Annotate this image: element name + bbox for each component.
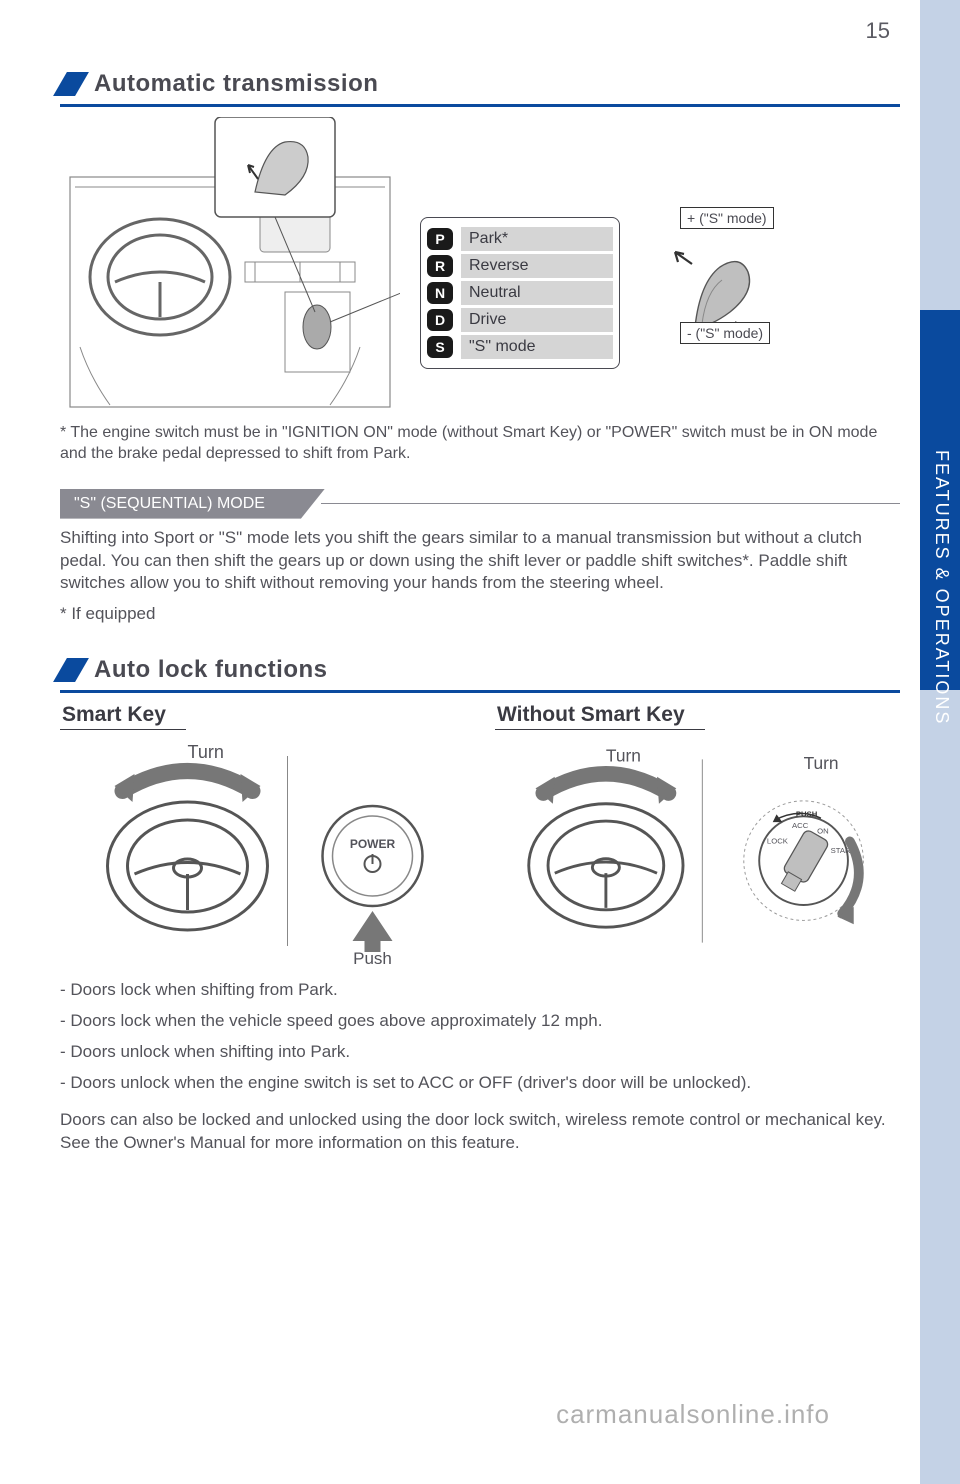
plus-mode-label: + ("S" mode) — [680, 207, 774, 229]
section2-title: Auto lock functions — [94, 656, 328, 684]
section1-header: Automatic transmission — [60, 70, 900, 98]
lock-bullet-3: - Doors unlock when shifting into Park. — [60, 1041, 900, 1064]
gear-label-p: Park* — [461, 227, 613, 251]
header-slash-icon-2 — [53, 658, 89, 682]
lock-diagram-row: Smart Key Turn P — [60, 703, 900, 971]
gear-row-s: S "S" mode — [427, 335, 613, 359]
s-mode-body: Shifting into Sport or "S" mode lets you… — [60, 527, 900, 596]
side-tab-label: FEATURES & OPERATIONS — [931, 450, 952, 725]
gear-row-n: N Neutral — [427, 281, 613, 305]
page-number: 15 — [866, 18, 890, 44]
section2-rule — [60, 690, 900, 693]
section1-title: Automatic transmission — [94, 70, 378, 98]
gear-label-d: Drive — [461, 308, 613, 332]
lock-bullet-2: - Doors lock when the vehicle speed goes… — [60, 1010, 900, 1033]
lock-bullet-3-text: Doors unlock when shifting into Park. — [70, 1042, 350, 1061]
gear-label-s: "S" mode — [461, 335, 613, 359]
svg-text:POWER: POWER — [350, 837, 396, 851]
side-tab-light-bot — [920, 690, 960, 1010]
gear-row-p: P Park* — [427, 227, 613, 251]
svg-text:ACC: ACC — [792, 821, 809, 830]
gear-position-table: P Park* R Reverse N Neutral D Drive S "S… — [420, 217, 620, 369]
s-mode-subheader: "S" (SEQUENTIAL) MODE — [60, 489, 900, 519]
gear-badge-d: D — [427, 309, 453, 331]
lock-bullet-4-text: Doors unlock when the engine switch is s… — [70, 1073, 751, 1092]
header-slash-icon — [53, 72, 89, 96]
lock-bullet-4: - Doors unlock when the engine switch is… — [60, 1072, 900, 1095]
svg-text:Turn: Turn — [606, 746, 641, 766]
lock-bullet-2-text: Doors lock when the vehicle speed goes a… — [70, 1011, 602, 1030]
lock-bullet-1: - Doors lock when shifting from Park. — [60, 979, 900, 1002]
without-smart-key-column: Without Smart Key Turn Turn — [495, 703, 900, 971]
s-mode-rule — [321, 503, 900, 504]
gear-badge-s: S — [427, 336, 453, 358]
without-smart-key-heading: Without Smart Key — [495, 703, 705, 730]
watermark: carmanualsonline.info — [556, 1399, 830, 1430]
lock-footer: Doors can also be locked and unlocked us… — [60, 1109, 900, 1155]
gear-row-r: R Reverse — [427, 254, 613, 278]
s-mode-title: "S" (SEQUENTIAL) MODE — [60, 489, 325, 519]
gear-label-r: Reverse — [461, 254, 613, 278]
side-tab-light-bot2 — [920, 1010, 960, 1484]
smart-key-heading: Smart Key — [60, 703, 186, 730]
shift-note: * The engine switch must be in "IGNITION… — [60, 423, 900, 465]
without-smart-key-figure: Turn Turn LOCK — [495, 736, 900, 966]
svg-text:LOCK: LOCK — [767, 837, 789, 846]
turn-label: Turn — [188, 742, 224, 762]
section1-rule — [60, 104, 900, 107]
gear-badge-p: P — [427, 228, 453, 250]
minus-mode-label: - ("S" mode) — [680, 322, 770, 344]
transmission-diagram: P Park* R Reverse N Neutral D Drive S "S… — [60, 117, 900, 417]
side-tab-light-top — [920, 0, 960, 310]
shift-mode-illustration: + ("S" mode) - ("S" mode) — [640, 212, 820, 367]
svg-text:Push: Push — [353, 949, 392, 966]
section2-header: Auto lock functions — [60, 656, 900, 684]
gear-row-d: D Drive — [427, 308, 613, 332]
s-mode-footnote: * If equipped — [60, 603, 900, 626]
gear-label-n: Neutral — [461, 281, 613, 305]
svg-text:PUSH: PUSH — [796, 810, 818, 819]
gear-badge-r: R — [427, 255, 453, 277]
svg-text:ON: ON — [817, 827, 829, 836]
smart-key-column: Smart Key Turn P — [60, 703, 465, 971]
svg-text:Turn: Turn — [804, 753, 839, 773]
gear-badge-n: N — [427, 282, 453, 304]
dashboard-illustration — [60, 117, 400, 417]
lock-bullet-1-text: Doors lock when shifting from Park. — [70, 980, 337, 999]
smart-key-figure: Turn POWER — [60, 736, 465, 966]
